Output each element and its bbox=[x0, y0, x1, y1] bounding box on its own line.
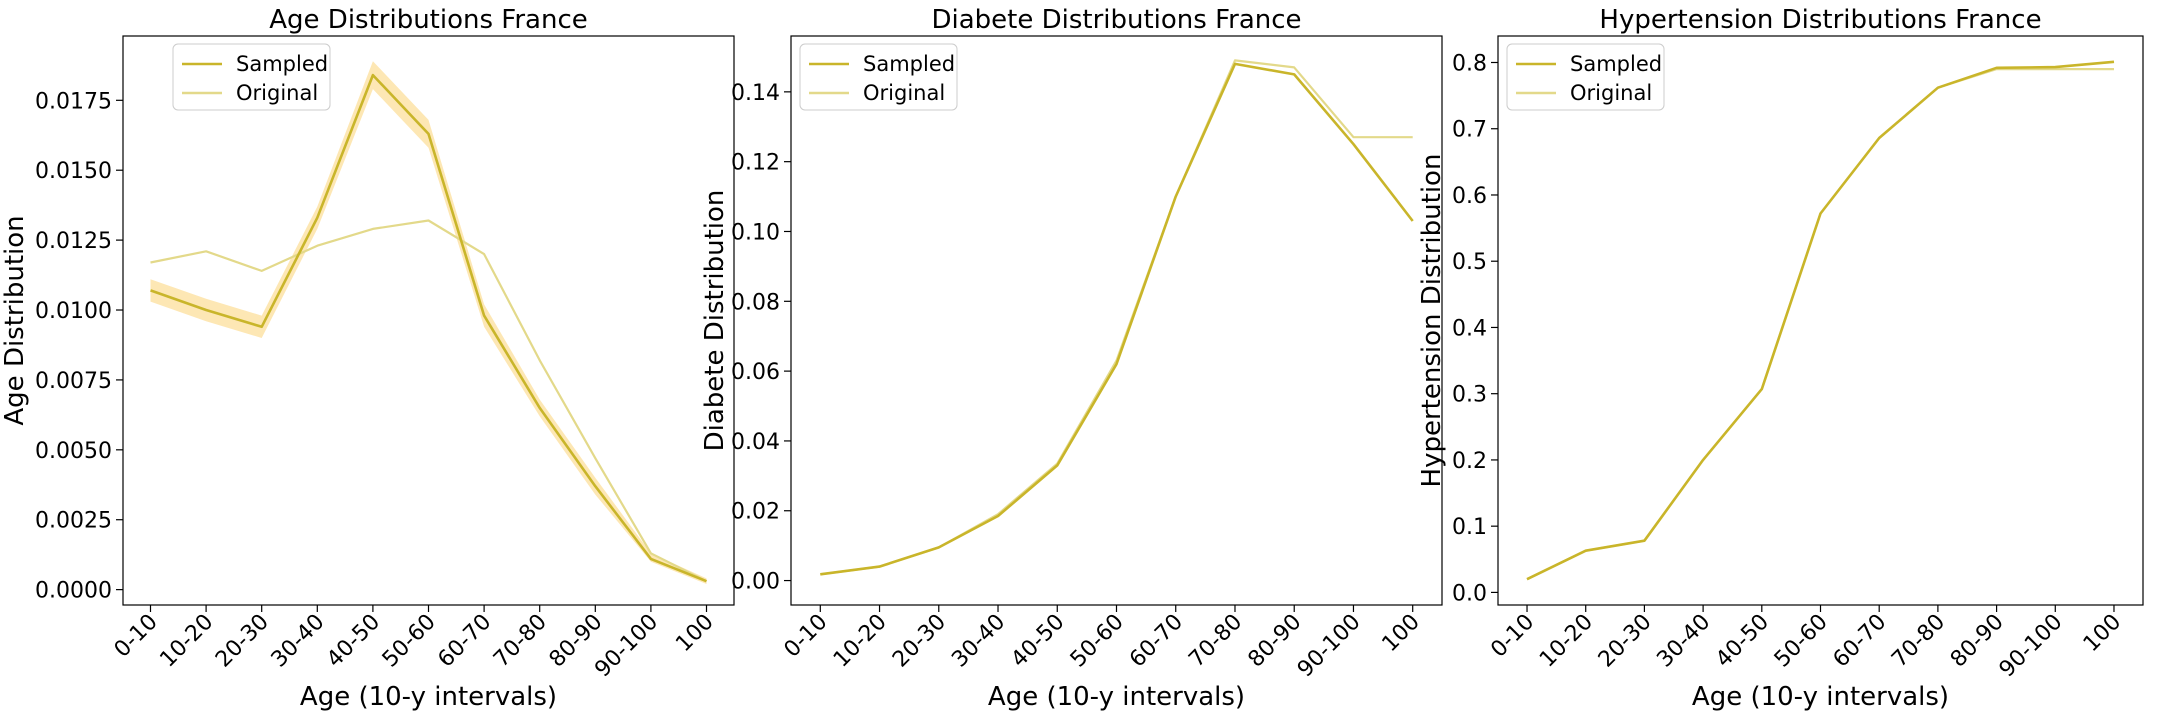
series-line-sampled bbox=[1526, 60, 2115, 581]
series-line-original bbox=[820, 59, 1413, 576]
y-tick-label: 0.12 bbox=[731, 151, 780, 176]
plot-frame bbox=[122, 35, 735, 606]
x-tick-label: 10-20 bbox=[1535, 610, 1598, 673]
legend: Sampled Original bbox=[172, 43, 331, 111]
y-tick-label: 0.0075 bbox=[35, 369, 112, 394]
x-axis-label: Age (10-y intervals) bbox=[1692, 682, 1949, 712]
y-tick-label: 0.0100 bbox=[35, 299, 112, 324]
x-tick-label: 70-80 bbox=[1887, 610, 1950, 673]
x-tick-label: 0-10 bbox=[780, 610, 833, 663]
series-line-sampled bbox=[820, 62, 1414, 576]
y-tick-label: 0.0150 bbox=[35, 159, 112, 184]
x-tick-label: 10-20 bbox=[155, 610, 218, 673]
x-tick-label: 0-10 bbox=[1486, 610, 1539, 663]
legend-label-original: Original bbox=[1570, 81, 1652, 105]
x-tick-label: 20-30 bbox=[888, 610, 951, 673]
chart-panel-diabete: Diabete Distributions France 0.00 0.02 0.04… bbox=[700, 5, 1443, 712]
y-tick-label: 0.0050 bbox=[35, 439, 112, 464]
legend-label-original: Original bbox=[863, 81, 945, 105]
y-tick-label: 0.14 bbox=[731, 81, 780, 106]
x-tick-label: 100 bbox=[1378, 610, 1425, 657]
y-tick-label: 0.04 bbox=[731, 430, 780, 455]
y-tick-label: 0.8 bbox=[1452, 51, 1487, 76]
y-tick-label: 0.02 bbox=[731, 500, 780, 525]
x-tick-label: 40-50 bbox=[1711, 610, 1774, 673]
x-tick-label: 40-50 bbox=[322, 610, 385, 673]
x-tick-label: 30-40 bbox=[947, 610, 1010, 673]
x-tick-label: 70-80 bbox=[1184, 610, 1247, 673]
x-tick-label: 40-50 bbox=[1007, 610, 1070, 673]
x-tick-label: 70-80 bbox=[489, 610, 552, 673]
x-tick-label: 20-30 bbox=[211, 610, 274, 673]
chart-title: Age Distributions France bbox=[269, 5, 588, 35]
x-tick-label: 20-30 bbox=[1594, 610, 1657, 673]
legend-label-sampled: Sampled bbox=[1570, 52, 1662, 76]
x-tick-label: 30-40 bbox=[1652, 610, 1715, 673]
y-tick-label: 0.0175 bbox=[35, 89, 112, 114]
legend-label-original: Original bbox=[236, 81, 318, 105]
x-axis-label: Age (10-y intervals) bbox=[988, 682, 1245, 712]
x-tick-label: 30-40 bbox=[267, 610, 330, 673]
series-line-original bbox=[150, 219, 707, 583]
y-tick-label: 0.5 bbox=[1452, 250, 1487, 275]
y-tick-label: 0.08 bbox=[731, 290, 780, 315]
x-tick-label: 90-100 bbox=[1995, 610, 2068, 683]
y-tick-label: 0.10 bbox=[731, 220, 780, 245]
y-tick-label: 0.06 bbox=[731, 360, 780, 385]
series-line-sampled bbox=[150, 73, 707, 583]
legend-label-sampled: Sampled bbox=[863, 52, 955, 76]
y-tick-label: 0.00 bbox=[731, 570, 780, 595]
x-tick-label: 50-60 bbox=[378, 610, 441, 673]
y-tick-label: 0.6 bbox=[1452, 184, 1487, 209]
legend: Sampled Original bbox=[799, 43, 958, 111]
x-tick-label: 60-70 bbox=[1125, 610, 1188, 673]
y-tick-label: 0.1 bbox=[1452, 515, 1487, 540]
y-tick-label: 0.0125 bbox=[35, 229, 112, 254]
legend-label-sampled: Sampled bbox=[236, 52, 328, 76]
x-axis-label: Age (10-y intervals) bbox=[300, 682, 557, 712]
y-tick-label: 0.0000 bbox=[35, 579, 112, 604]
chart-panel-hypertension: Hypertension Distributions France 0.0 0.1 0… bbox=[1417, 5, 2144, 712]
x-tick-label: 50-60 bbox=[1770, 610, 1833, 673]
x-tick-label: 10-20 bbox=[829, 610, 892, 673]
y-axis-label: Hypertension Distribution bbox=[1417, 154, 1447, 488]
series-line-original bbox=[1526, 67, 2114, 581]
y-tick-label: 0.2 bbox=[1452, 449, 1487, 474]
y-tick-label: 0.0025 bbox=[35, 509, 112, 534]
y-axis-label: Age Distribution bbox=[0, 215, 30, 425]
chart-title: Hypertension Distributions France bbox=[1599, 5, 2041, 35]
chart-title: Diabete Distributions France bbox=[931, 5, 1301, 35]
plot-frame bbox=[790, 35, 1443, 606]
x-tick-label: 50-60 bbox=[1066, 610, 1129, 673]
x-tick-label: 90-100 bbox=[1293, 610, 1366, 683]
series-band-sampled bbox=[150, 61, 707, 584]
plot-frame bbox=[1497, 35, 2144, 606]
x-tick-label: 60-70 bbox=[433, 610, 496, 673]
y-tick-label: 0.0 bbox=[1452, 581, 1487, 606]
y-tick-label: 0.7 bbox=[1452, 118, 1487, 143]
x-tick-label: 90-100 bbox=[590, 610, 663, 683]
y-tick-label: 0.3 bbox=[1452, 383, 1487, 408]
chart-panel-age: Age Distributions France 0.0000 0.0025 0.00… bbox=[0, 5, 735, 712]
y-axis-label: Diabete Distribution bbox=[700, 190, 730, 452]
x-tick-label: 60-70 bbox=[1829, 610, 1892, 673]
x-tick-label: 100 bbox=[2079, 610, 2126, 657]
legend: Sampled Original bbox=[1506, 43, 1665, 111]
x-tick-label: 100 bbox=[671, 610, 718, 657]
y-tick-label: 0.4 bbox=[1452, 316, 1487, 341]
